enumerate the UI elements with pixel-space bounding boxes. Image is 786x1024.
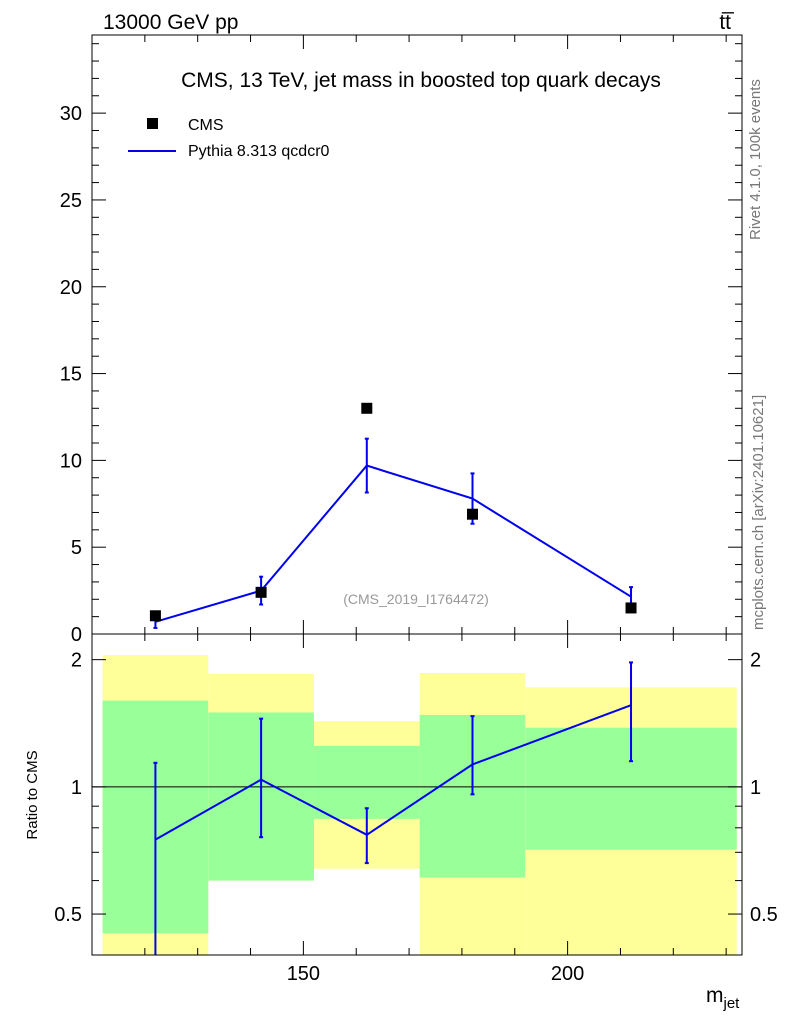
- legend-pythia-label: Pythia 8.313 qcdcr0: [188, 143, 330, 160]
- main-y-tick-label: 0: [71, 624, 82, 646]
- header-right: tt̅: [719, 11, 735, 34]
- main-y-tick-label: 25: [60, 190, 82, 212]
- main-y-tick-labels: 0 5 10 15 20 25 30: [60, 103, 82, 646]
- main-y-tick-label: 5: [71, 537, 82, 559]
- ratio-x-tick-label: 200: [551, 963, 584, 985]
- ratio-panel: 0.5 0.5 1 1 2 2 150 200 Ratio to CMS mjet: [24, 633, 778, 1012]
- ratio-band-green: [313, 745, 420, 819]
- ratio-y-tick-label: 0.5: [54, 904, 82, 926]
- ratio-y-tick-label-right: 1: [750, 777, 761, 799]
- cms-point: [361, 402, 373, 414]
- main-y-tick-label: 15: [60, 364, 82, 386]
- cms-point: [255, 586, 267, 598]
- cms-point: [466, 508, 478, 520]
- ratio-y-tick-label-right: 0.5: [750, 904, 778, 926]
- x-axis-label-main: m: [706, 984, 724, 1007]
- main-y-tick-label: 20: [60, 277, 82, 299]
- ratio-y-tick-label: 2: [71, 650, 82, 672]
- ratio-x-tick-labels: 150 200: [287, 963, 585, 985]
- x-axis-label: mjet: [706, 984, 740, 1012]
- main-ticks: [91, 35, 742, 635]
- main-y-tick-label: 10: [60, 450, 82, 472]
- ratio-y-tick-label-right: 2: [750, 650, 761, 672]
- ratio-x-tick-label: 150: [287, 963, 320, 985]
- main-panel: 0 5 10 15 20 25 30 CMS, 13 TeV, jet mass in bo…: [60, 34, 743, 646]
- watermark: (CMS_2019_I1764472): [343, 591, 489, 607]
- rivet-label: Rivet 4.1.0, 100k events: [747, 79, 764, 240]
- legend-cms-label: CMS: [188, 117, 224, 134]
- ratio-frame: [91, 633, 743, 956]
- mcplots-label: mcplots.cern.ch [arXiv:2401.10621]: [750, 395, 767, 630]
- main-title: CMS, 13 TeV, jet mass in boosted top qua…: [181, 69, 661, 92]
- x-axis-label-sub: jet: [723, 995, 741, 1012]
- ratio-y-tick-labels: 0.5 0.5 1 1 2 2: [54, 650, 778, 926]
- ratio-y-tick-label: 1: [71, 777, 82, 799]
- cms-point: [625, 602, 637, 614]
- main-data-marks: [149, 402, 637, 629]
- ratio-data-marks: [153, 661, 634, 955]
- legend: CMS Pythia 8.313 qcdcr0: [128, 117, 330, 160]
- ratio-bands: [102, 655, 737, 955]
- ratio-y-label: Ratio to CMS: [24, 750, 41, 839]
- header-left: 13000 GeV pp: [103, 11, 238, 34]
- main-y-tick-label: 30: [60, 103, 82, 125]
- cms-point: [149, 610, 161, 622]
- legend-cms-marker: [147, 118, 158, 129]
